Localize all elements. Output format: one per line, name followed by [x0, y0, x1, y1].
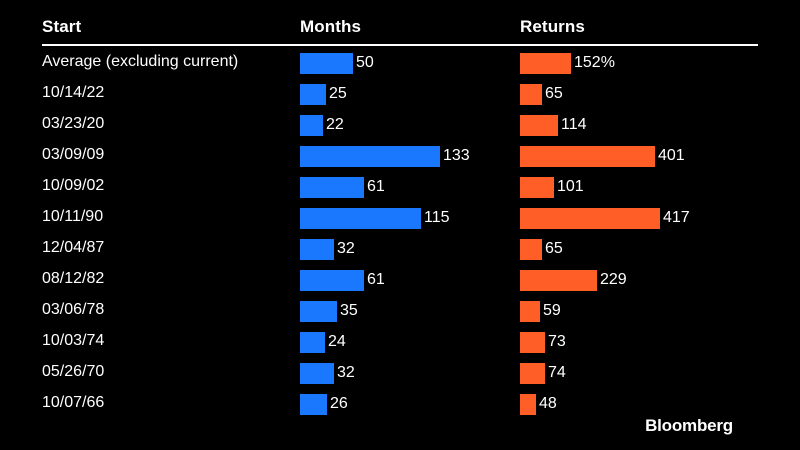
months-value-label: 35: [340, 302, 358, 319]
returns-bar: [520, 84, 542, 105]
months-bar: [300, 239, 334, 260]
header-start: Start: [42, 17, 82, 36]
months-bar: [300, 84, 326, 105]
category-label: 03/23/20: [42, 115, 105, 132]
chart-row: Average (excluding current) 50 152%: [0, 47, 800, 78]
months-bar: [300, 394, 327, 415]
months-bar: [300, 177, 364, 198]
chart-row: 03/06/78 35 59: [0, 295, 800, 326]
months-value-label: 133: [443, 147, 470, 164]
source-label: Bloomberg: [645, 416, 733, 435]
returns-bar: [520, 53, 571, 74]
header-divider: [42, 44, 758, 46]
category-label: 03/06/78: [42, 301, 105, 318]
months-bar: [300, 332, 325, 353]
category-label: 05/26/70: [42, 363, 105, 380]
months-bar: [300, 146, 440, 167]
returns-bar: [520, 332, 545, 353]
category-label: 10/09/02: [42, 177, 105, 194]
chart-row: 03/09/09 133 401: [0, 140, 800, 171]
returns-value-label: 65: [545, 85, 563, 102]
months-value-label: 50: [356, 54, 374, 71]
chart-row: 12/04/87 32 65: [0, 233, 800, 264]
chart-row: 10/09/02 61 101: [0, 171, 800, 202]
category-label: 12/04/87: [42, 239, 105, 256]
returns-value-label: 48: [539, 395, 557, 412]
months-bar: [300, 53, 353, 74]
returns-bar: [520, 270, 597, 291]
returns-value-label: 73: [548, 333, 566, 350]
months-bar: [300, 363, 334, 384]
category-label: 10/14/22: [42, 84, 105, 101]
category-label: 10/07/66: [42, 394, 105, 411]
returns-bar: [520, 301, 540, 322]
category-label: Average (excluding current): [42, 53, 239, 70]
returns-bar: [520, 115, 558, 136]
months-bar: [300, 270, 364, 291]
returns-bar: [520, 146, 655, 167]
months-value-label: 22: [326, 116, 344, 133]
returns-bar: [520, 177, 554, 198]
header-months: Months: [300, 17, 362, 36]
months-value-label: 32: [337, 240, 355, 257]
months-value-label: 61: [367, 271, 385, 288]
months-bar: [300, 115, 323, 136]
returns-value-label: 401: [658, 147, 685, 164]
months-value-label: 25: [329, 85, 347, 102]
returns-value-label: 417: [663, 209, 690, 226]
chart-row: 03/23/20 22 114: [0, 109, 800, 140]
returns-bar: [520, 394, 536, 415]
category-label: 03/09/09: [42, 146, 105, 163]
returns-value-label: 114: [561, 116, 587, 133]
months-bar: [300, 208, 421, 229]
header-returns: Returns: [520, 17, 585, 36]
returns-bar: [520, 363, 545, 384]
chart-row: 05/26/70 32 74: [0, 357, 800, 388]
returns-value-label: 65: [545, 240, 563, 257]
months-value-label: 26: [330, 395, 348, 412]
category-label: 08/12/82: [42, 270, 105, 287]
months-bar: [300, 301, 337, 322]
chart-row: 10/11/90 115 417: [0, 202, 800, 233]
chart-row: 10/03/74 24 73: [0, 326, 800, 357]
returns-value-label: 229: [600, 271, 627, 288]
chart-row: 10/14/22 25 65: [0, 78, 800, 109]
months-value-label: 32: [337, 364, 355, 381]
months-value-label: 61: [367, 178, 385, 195]
returns-value-label: 152%: [574, 54, 615, 71]
returns-value-label: 74: [548, 364, 566, 381]
chart-row: 08/12/82 61 229: [0, 264, 800, 295]
category-label: 10/11/90: [42, 208, 104, 225]
returns-bar: [520, 208, 660, 229]
category-label: 10/03/74: [42, 332, 105, 349]
returns-value-label: 59: [543, 302, 561, 319]
months-value-label: 24: [328, 333, 346, 350]
returns-value-label: 101: [557, 178, 584, 195]
chart-row: 10/07/66 26 48: [0, 388, 800, 419]
returns-bar: [520, 239, 542, 260]
months-value-label: 115: [424, 209, 450, 226]
